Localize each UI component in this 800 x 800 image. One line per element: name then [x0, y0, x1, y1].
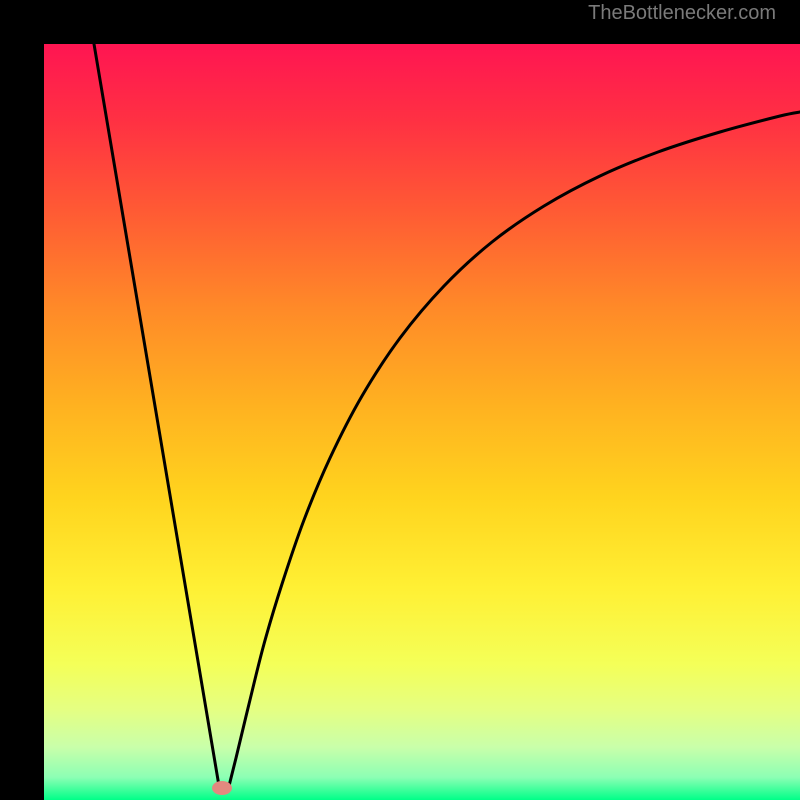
chart-frame — [0, 0, 800, 800]
bottleneck-chart — [44, 44, 800, 800]
plot-area — [44, 44, 800, 800]
minimum-marker — [212, 781, 232, 795]
watermark-text: TheBottlenecker.com — [588, 2, 776, 25]
